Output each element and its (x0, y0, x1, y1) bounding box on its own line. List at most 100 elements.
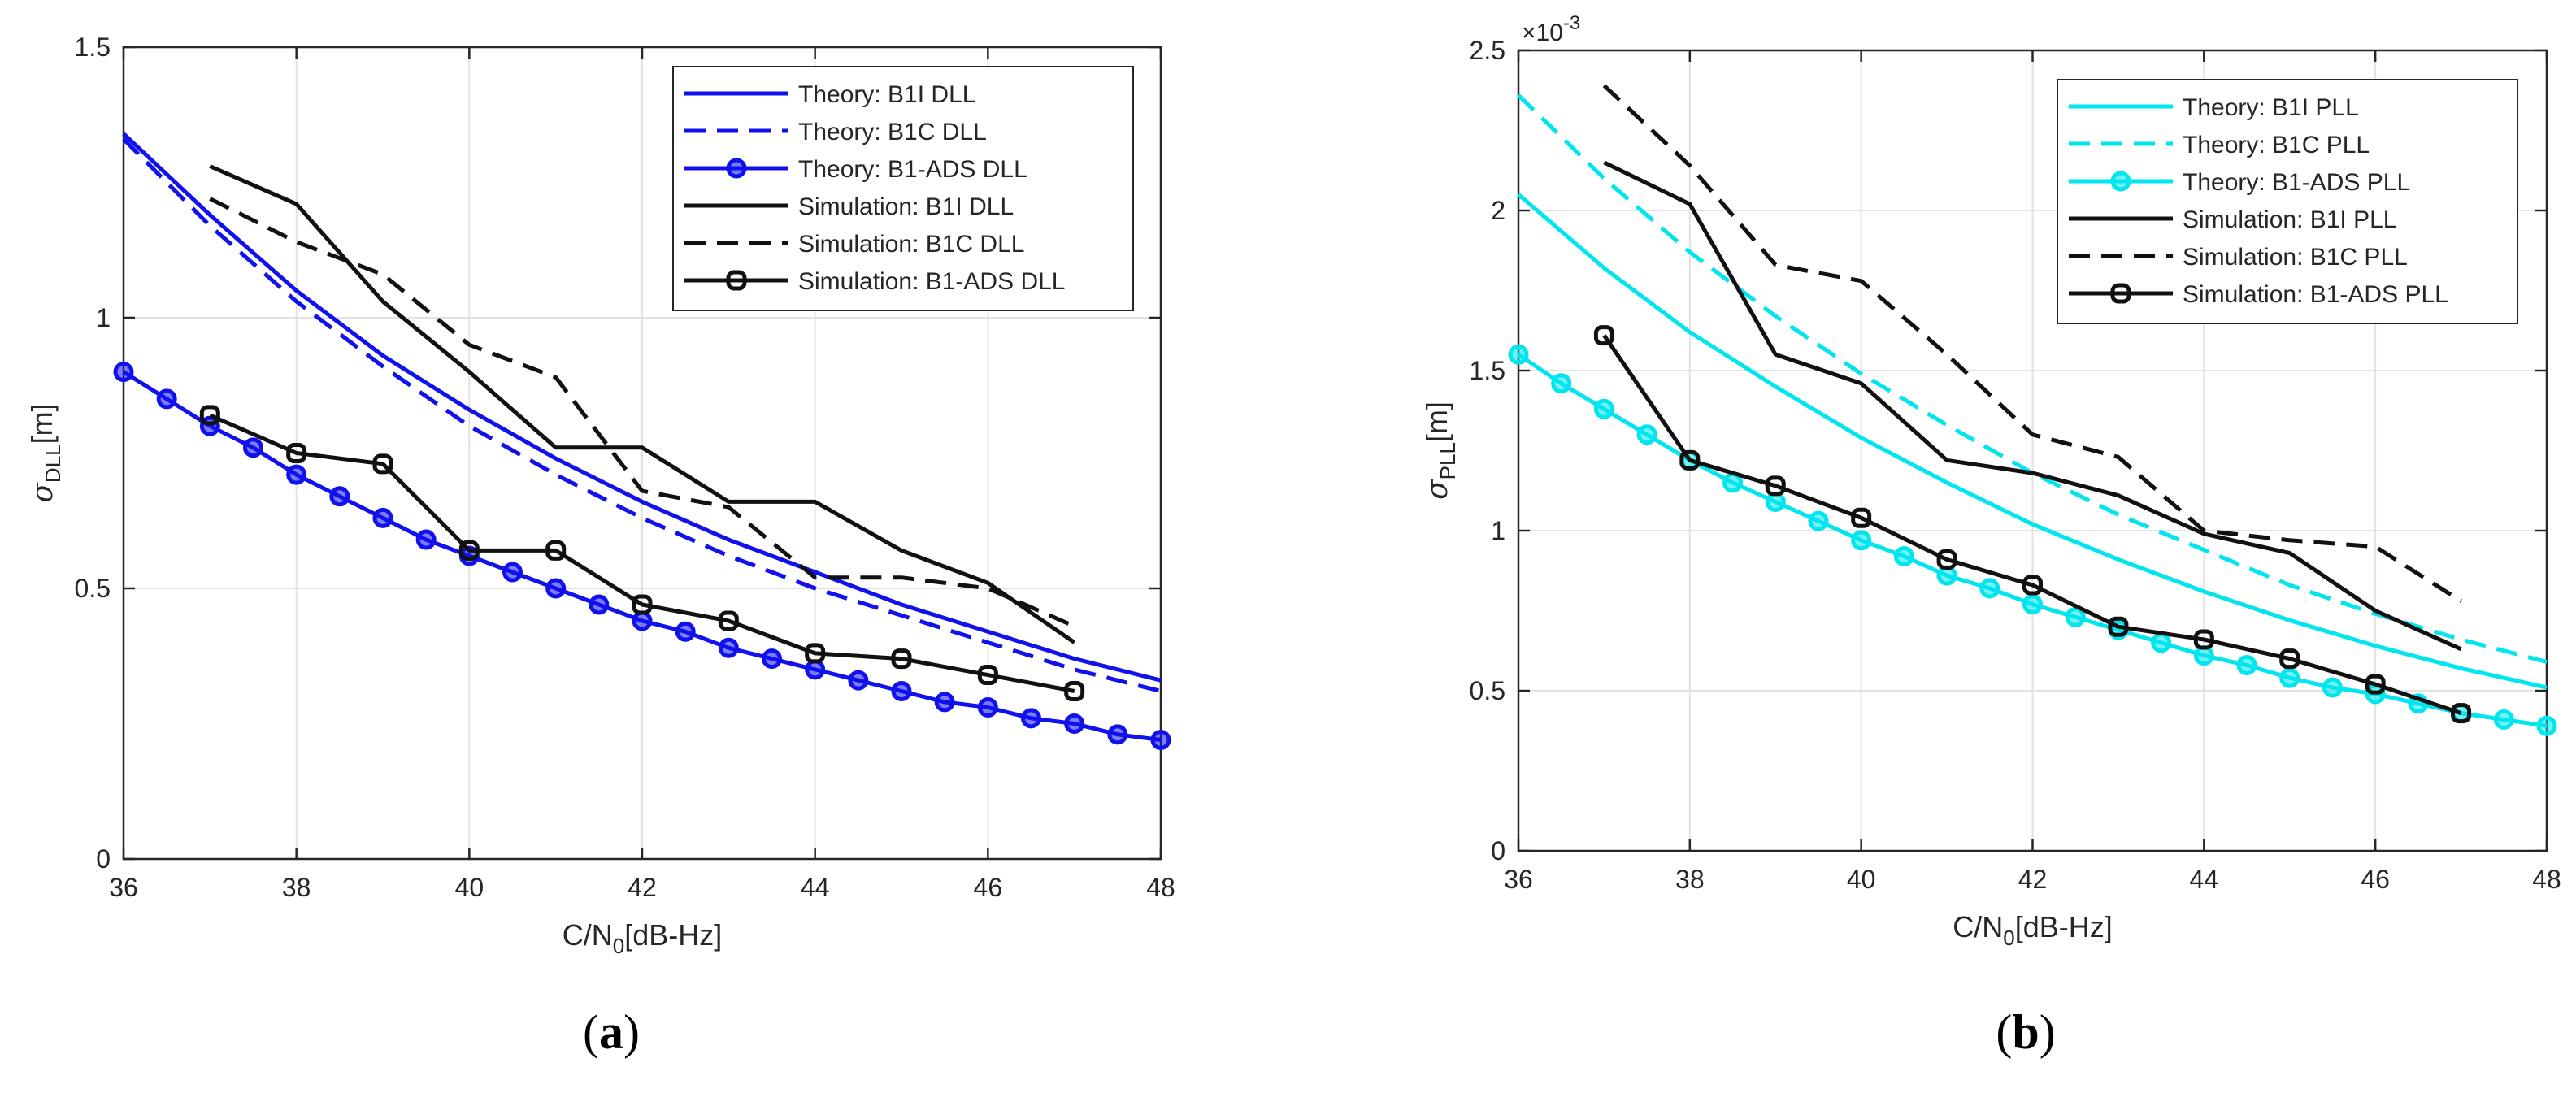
series-marker (1851, 530, 1872, 551)
y-tick-label: 0 (96, 844, 111, 874)
series-line-0 (1517, 193, 2548, 690)
y-label-sub: DLL (41, 444, 65, 483)
series-marker (1893, 546, 1914, 567)
series-marker (891, 648, 912, 670)
y-tick-label: 0 (1491, 836, 1505, 865)
series-marker (2065, 606, 2086, 627)
y-tick-label: 1 (96, 303, 111, 332)
series-marker (718, 637, 739, 658)
series-marker (805, 659, 826, 680)
series-marker (762, 648, 782, 670)
legend-label-2: Theory: B1-ADS PLL (2183, 169, 2410, 196)
series-marker (1508, 344, 1529, 365)
series-marker (2365, 674, 2386, 695)
series-marker (1593, 398, 1614, 419)
series-marker (1765, 492, 1786, 513)
x-axis-label: C/N0[dB-Hz] (1953, 910, 2113, 950)
y-tick-label: 1 (1491, 516, 1505, 545)
x-tick-label: 36 (109, 873, 138, 902)
series-marker (2279, 648, 2300, 670)
series-marker (243, 437, 263, 458)
y-label-sub: PLL (1436, 442, 1460, 479)
legend-label-4: Simulation: B1C PLL (2183, 244, 2408, 271)
series-marker (1636, 424, 1657, 445)
series-marker (545, 540, 567, 561)
series-marker (502, 562, 523, 583)
legend-label-0: Theory: B1I PLL (2183, 94, 2359, 121)
y-tick-label: 1.5 (1470, 356, 1505, 385)
panel-caption: (b) (1996, 1005, 2055, 1059)
series-line-0 (122, 132, 1162, 683)
series-marker (2022, 594, 2043, 615)
series-marker (458, 540, 480, 561)
legend-label-4: Simulation: B1C DLL (798, 231, 1024, 258)
legend-marker-5 (726, 270, 747, 291)
y-axis-label: σPLL[m] (1420, 401, 1460, 500)
series-marker (1851, 507, 1872, 528)
legend-label-3: Simulation: B1I DLL (798, 193, 1014, 220)
series-marker (1593, 325, 1614, 346)
series-marker (1979, 578, 2000, 599)
legend-label-0: Theory: B1I DLL (798, 81, 975, 108)
exponent-power: -3 (1563, 12, 1580, 34)
legend: Theory: B1I PLL Theory: B1C PLL Theory: B1… (2057, 79, 2518, 324)
series-marker (329, 486, 350, 507)
chart-a: 36 38 40 42 44 46 4800.511.5C/N0[dB-Hz]σDLL[m]… (25, 33, 1175, 1059)
x-tick-label: 38 (1675, 865, 1705, 894)
series-marker (1808, 510, 1829, 531)
series-marker (2236, 654, 2257, 675)
series-marker (286, 443, 307, 463)
series-marker (2493, 709, 2514, 730)
series-marker (718, 610, 739, 631)
series-marker (2193, 629, 2214, 650)
series-marker (1936, 549, 1957, 570)
caption-close-paren: ) (2040, 1005, 2056, 1059)
legend-label-1: Theory: B1C DLL (798, 119, 987, 145)
legend-marker-2 (726, 158, 747, 179)
series-line-4 (209, 197, 1075, 628)
x-label-sub: 0 (613, 934, 624, 958)
series-marker (891, 681, 912, 702)
series-marker (2151, 632, 2172, 653)
series-marker (589, 594, 610, 615)
caption-close-paren: ) (623, 1005, 640, 1059)
exponent-base: ×10 (1522, 20, 1563, 46)
legend-label-3: Simulation: B1I PLL (2183, 206, 2396, 233)
legend: Theory: B1I DLL Theory: B1C DLL Theory: B1… (672, 66, 1134, 311)
x-tick-label: 42 (2018, 865, 2048, 894)
x-tick-label: 44 (2190, 865, 2219, 894)
series-marker (199, 405, 220, 426)
series-marker (156, 388, 177, 410)
series-marker (1936, 565, 1957, 586)
caption-open-paren: ( (1996, 1005, 2012, 1059)
series-marker (113, 362, 134, 383)
x-label-sub: 0 (2003, 926, 2014, 950)
series-marker (372, 453, 393, 475)
caption-letter: a (599, 1005, 623, 1059)
x-tick-label: 36 (1504, 865, 1533, 894)
series-marker (2022, 575, 2043, 596)
y-label-sigma: σ (26, 482, 59, 503)
y-tick-label: 2 (1491, 196, 1505, 225)
x-tick-label: 46 (2361, 865, 2390, 894)
y-axis-label: σDLL[m] (25, 403, 65, 502)
x-label-rest: [dB-Hz] (2015, 910, 2113, 943)
caption-letter: b (2012, 1005, 2039, 1059)
legend-box (2057, 79, 2518, 324)
y-tick-label: 0.5 (75, 574, 111, 603)
series-line-5 (209, 413, 1075, 693)
x-tick-label: 40 (1847, 865, 1876, 894)
y-label-rest: [m] (1420, 401, 1453, 442)
series-marker (675, 621, 696, 642)
y-tick-label: 2.5 (1470, 36, 1505, 65)
series-marker (372, 507, 393, 528)
x-tick-label: 48 (2532, 865, 2561, 894)
series-marker (1021, 708, 1041, 729)
x-tick-label: 40 (455, 873, 484, 902)
y-tick-label: 0.5 (1470, 676, 1505, 705)
panel-caption: (a) (583, 1005, 640, 1059)
series-marker (977, 697, 998, 718)
series-marker (1551, 373, 1572, 394)
series-line-1 (1517, 93, 2548, 664)
